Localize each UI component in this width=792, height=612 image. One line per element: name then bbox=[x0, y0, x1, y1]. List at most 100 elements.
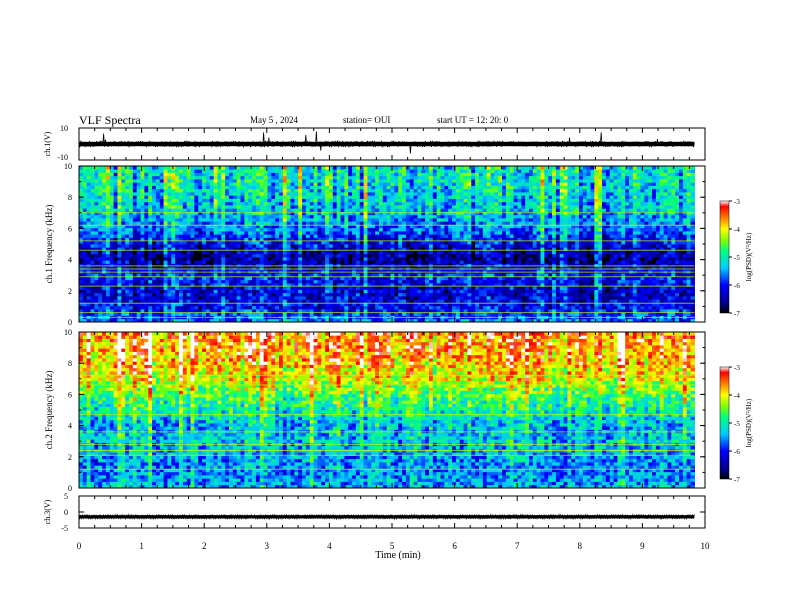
spectrogram-cell bbox=[202, 195, 207, 199]
spectrogram-cell bbox=[428, 263, 434, 268]
spectrogram-cell bbox=[409, 205, 415, 209]
spectrogram-cell bbox=[302, 198, 307, 203]
spectrogram-cell bbox=[144, 169, 149, 173]
spectrogram-cell bbox=[425, 211, 430, 216]
spectrogram-cell bbox=[313, 296, 319, 300]
spectrogram-cell bbox=[355, 185, 361, 190]
spectrogram-cell bbox=[359, 273, 365, 277]
ch1-ylabel: ch.1(V) bbox=[43, 131, 52, 156]
spectrogram-cell bbox=[136, 283, 142, 287]
spectrogram-cell bbox=[344, 169, 349, 173]
spectrogram-cell bbox=[94, 166, 99, 170]
spectrogram-cell bbox=[221, 224, 226, 229]
spectrogram-cell bbox=[240, 273, 245, 277]
spectrogram-cell bbox=[332, 302, 338, 307]
spectrogram-cell bbox=[98, 205, 103, 209]
spectrogram-cell bbox=[348, 224, 353, 229]
spectrogram-cell bbox=[290, 273, 295, 277]
spectrogram-cell bbox=[413, 305, 419, 310]
spectrogram-cell bbox=[463, 218, 469, 222]
spectrogram-cell bbox=[271, 289, 276, 294]
spectrogram-cell bbox=[405, 179, 411, 183]
spectrogram-cell bbox=[455, 166, 461, 170]
spectrogram-cell bbox=[263, 179, 269, 183]
spectrogram-cell bbox=[159, 260, 165, 264]
spectrogram-cell bbox=[282, 172, 288, 177]
spectrogram-cell bbox=[336, 221, 342, 225]
spectrogram-cell bbox=[121, 175, 126, 180]
spectrogram-cell bbox=[240, 195, 245, 199]
spectrogram-cell bbox=[86, 283, 92, 287]
spectrogram-cell bbox=[409, 260, 415, 264]
spectrogram-cell bbox=[421, 237, 426, 242]
spectrogram-cell bbox=[436, 276, 442, 281]
spectrogram-cell bbox=[267, 234, 272, 238]
spectrogram-cell bbox=[202, 257, 207, 261]
spectrogram-cell bbox=[167, 201, 172, 206]
spectrogram-cell bbox=[452, 299, 457, 303]
spectrogram-cell bbox=[155, 195, 161, 199]
spectrogram-cell bbox=[328, 166, 334, 170]
spectrogram-cell bbox=[217, 188, 222, 193]
spectrogram-cell bbox=[225, 185, 230, 190]
spectrogram-cell bbox=[409, 312, 415, 316]
spectrogram-cell bbox=[221, 231, 226, 235]
spectrogram-cell bbox=[271, 172, 276, 177]
spectrogram-cell bbox=[113, 276, 119, 281]
spectrogram-cell bbox=[398, 276, 403, 281]
spectrogram-cell bbox=[340, 188, 345, 193]
spectrogram-cell bbox=[82, 192, 88, 196]
spectrogram-cell bbox=[186, 172, 192, 177]
spectrogram-cell bbox=[190, 309, 195, 313]
spectrogram-cell bbox=[402, 221, 407, 225]
spectrogram-cell bbox=[167, 211, 172, 216]
spectrogram-cell bbox=[440, 302, 445, 307]
spectrogram-cell bbox=[309, 198, 315, 203]
spectrogram-cell bbox=[148, 257, 153, 261]
spectrogram-cell bbox=[152, 169, 157, 173]
spectrogram-cell bbox=[271, 169, 276, 173]
spectrogram-cell bbox=[394, 211, 399, 216]
spectrogram-cell bbox=[428, 208, 434, 212]
spectrogram-cell bbox=[125, 185, 130, 190]
spectrogram-cell bbox=[278, 237, 284, 242]
spectrogram-cell bbox=[129, 166, 134, 170]
spectrogram-cell bbox=[148, 296, 153, 300]
spectrogram-cell bbox=[417, 283, 422, 287]
spectrogram-cell bbox=[440, 312, 445, 316]
spectrogram-cell bbox=[144, 192, 149, 196]
spectrogram-cell bbox=[221, 166, 226, 170]
spectrogram-cell bbox=[286, 172, 292, 177]
spectrogram-cell bbox=[171, 227, 176, 232]
spectrogram-cell bbox=[98, 296, 103, 300]
spectrogram-cell bbox=[405, 309, 411, 313]
spectrogram-cell bbox=[159, 292, 165, 297]
spectrogram-cell bbox=[236, 305, 242, 310]
spectrogram-cell bbox=[244, 250, 249, 255]
spectrogram-cell bbox=[390, 250, 395, 255]
spectrogram-cell bbox=[375, 208, 380, 212]
spectrogram-cell bbox=[236, 289, 242, 294]
spectrogram-cell bbox=[382, 166, 388, 170]
spectrogram-cell bbox=[402, 276, 407, 281]
spectrogram-cell bbox=[359, 182, 365, 186]
spectrogram-cell bbox=[129, 169, 134, 173]
spectrogram-cell bbox=[405, 283, 411, 287]
spectrogram-cell bbox=[82, 182, 88, 186]
spectrogram-cell bbox=[205, 175, 211, 180]
spectrogram-cell bbox=[82, 201, 88, 206]
spectrogram-cell bbox=[148, 240, 153, 245]
spectrogram-cell bbox=[259, 257, 265, 261]
spectrogram-cell bbox=[198, 218, 203, 222]
spectrogram-cell bbox=[179, 218, 184, 222]
spectrogram-cell bbox=[425, 273, 430, 277]
spectrogram-cell bbox=[117, 309, 122, 313]
spectrogram-cell bbox=[436, 182, 442, 186]
spectrogram-cell bbox=[344, 305, 349, 310]
spectrogram-cell bbox=[355, 279, 361, 284]
spectrogram-cell bbox=[90, 205, 95, 209]
spectrogram-cell bbox=[190, 192, 195, 196]
spectrogram-cell bbox=[278, 234, 284, 238]
spectrogram-cell bbox=[367, 253, 372, 258]
spectrogram-cell bbox=[113, 195, 119, 199]
